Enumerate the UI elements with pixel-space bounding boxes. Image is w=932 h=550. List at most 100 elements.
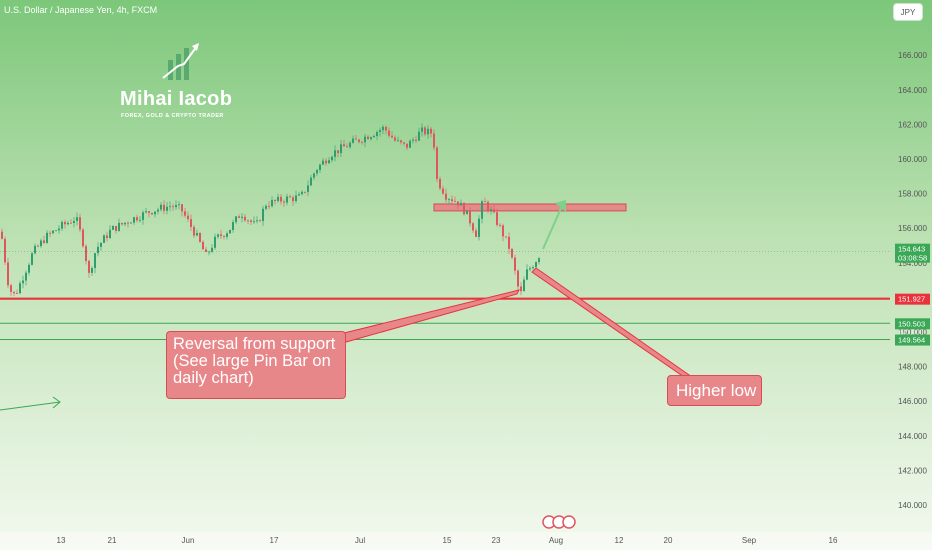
candlestick[interactable] <box>1 228 3 240</box>
candlestick[interactable] <box>442 185 444 195</box>
candlestick[interactable] <box>334 145 336 162</box>
candlestick[interactable] <box>40 238 42 248</box>
candlestick[interactable] <box>517 269 519 291</box>
candlestick[interactable] <box>76 212 78 226</box>
candlestick[interactable] <box>232 219 234 233</box>
candlestick[interactable] <box>274 199 276 205</box>
candlestick[interactable] <box>313 172 315 181</box>
candlestick[interactable] <box>145 207 147 214</box>
candlestick[interactable] <box>103 234 105 244</box>
candlestick[interactable] <box>436 145 438 183</box>
candlestick[interactable] <box>532 265 534 270</box>
candlestick[interactable] <box>247 219 249 225</box>
candlestick[interactable] <box>502 223 504 242</box>
candlestick[interactable] <box>205 246 207 253</box>
candlestick[interactable] <box>112 225 114 231</box>
candlestick[interactable] <box>49 230 51 238</box>
candlestick[interactable] <box>241 212 243 223</box>
candlestick[interactable] <box>106 231 108 242</box>
resistance-zone[interactable] <box>433 203 627 212</box>
candlestick[interactable] <box>265 204 267 211</box>
candlestick[interactable] <box>268 201 270 210</box>
candlestick[interactable] <box>148 210 150 218</box>
candlestick[interactable] <box>346 143 348 148</box>
candlestick[interactable] <box>208 250 210 256</box>
candlestick[interactable] <box>160 202 162 212</box>
candlestick[interactable] <box>385 125 387 135</box>
candlestick[interactable] <box>463 202 465 216</box>
candlestick[interactable] <box>535 261 537 268</box>
candlestick[interactable] <box>19 280 21 295</box>
candlestick[interactable] <box>337 150 339 158</box>
candlestick[interactable] <box>328 156 330 164</box>
candlestick[interactable] <box>280 193 282 205</box>
candlestick[interactable] <box>31 251 33 266</box>
candlestick[interactable] <box>139 215 141 223</box>
candlestick[interactable] <box>97 242 99 257</box>
candlestick[interactable] <box>439 176 441 191</box>
candlestick[interactable] <box>418 127 420 142</box>
candlestick[interactable] <box>91 266 93 276</box>
candlestick[interactable] <box>199 232 201 243</box>
candlestick[interactable] <box>16 289 18 295</box>
candlestick[interactable] <box>154 211 156 218</box>
candlestick[interactable] <box>427 125 429 139</box>
candlestick[interactable] <box>343 139 345 147</box>
candlestick[interactable] <box>388 127 390 138</box>
candlestick[interactable] <box>430 126 432 138</box>
candlestick[interactable] <box>493 204 495 214</box>
candlestick[interactable] <box>301 190 303 196</box>
candlestick[interactable] <box>85 244 87 265</box>
candlestick[interactable] <box>82 227 84 249</box>
candlestick[interactable] <box>304 191 306 194</box>
candlestick[interactable] <box>520 282 522 296</box>
candlestick[interactable] <box>70 219 72 224</box>
candlestick[interactable] <box>487 200 489 214</box>
candlestick[interactable] <box>448 197 450 205</box>
candlestick[interactable] <box>475 227 477 238</box>
candlestick[interactable] <box>292 195 294 206</box>
candlestick[interactable] <box>181 203 183 217</box>
candlestick[interactable] <box>325 158 327 166</box>
candlestick[interactable] <box>10 283 12 296</box>
candlestick[interactable] <box>28 262 30 276</box>
candlestick[interactable] <box>523 276 525 292</box>
candlestick[interactable] <box>505 236 507 239</box>
candlestick[interactable] <box>61 220 63 231</box>
candlestick[interactable] <box>34 243 36 255</box>
candlestick[interactable] <box>412 137 414 144</box>
candlestick[interactable] <box>133 216 135 225</box>
candlestick[interactable] <box>250 219 252 226</box>
candlestick[interactable] <box>370 136 372 141</box>
candlestick[interactable] <box>367 134 369 140</box>
candlestick[interactable] <box>340 139 342 157</box>
candlestick[interactable] <box>409 139 411 148</box>
candlestick[interactable] <box>55 229 57 232</box>
candlestick[interactable] <box>169 201 171 212</box>
candlestick[interactable] <box>451 195 453 205</box>
candlestick[interactable] <box>316 168 318 177</box>
candlestick[interactable] <box>289 194 291 198</box>
candlestick[interactable] <box>472 221 474 233</box>
candlestick[interactable] <box>421 123 423 137</box>
higher-low-callout[interactable]: Higher low <box>667 375 762 406</box>
candlestick[interactable] <box>22 275 24 289</box>
candlestick[interactable] <box>223 235 225 240</box>
candlestick[interactable] <box>286 193 288 206</box>
candlestick[interactable] <box>94 252 96 274</box>
last-price-tag-bg[interactable] <box>895 243 930 263</box>
candlestick[interactable] <box>406 143 408 151</box>
candlestick[interactable] <box>400 139 402 145</box>
candlestick[interactable] <box>460 199 462 206</box>
candlestick[interactable] <box>379 127 381 137</box>
candlestick[interactable] <box>481 199 483 224</box>
candlestick[interactable] <box>514 254 516 275</box>
candlestick[interactable] <box>163 200 165 215</box>
candlestick[interactable] <box>508 232 510 254</box>
candlestick[interactable] <box>253 216 255 224</box>
candlestick[interactable] <box>454 196 456 202</box>
candlestick[interactable] <box>331 155 333 163</box>
candlestick[interactable] <box>127 221 129 228</box>
candlestick[interactable] <box>391 131 393 138</box>
